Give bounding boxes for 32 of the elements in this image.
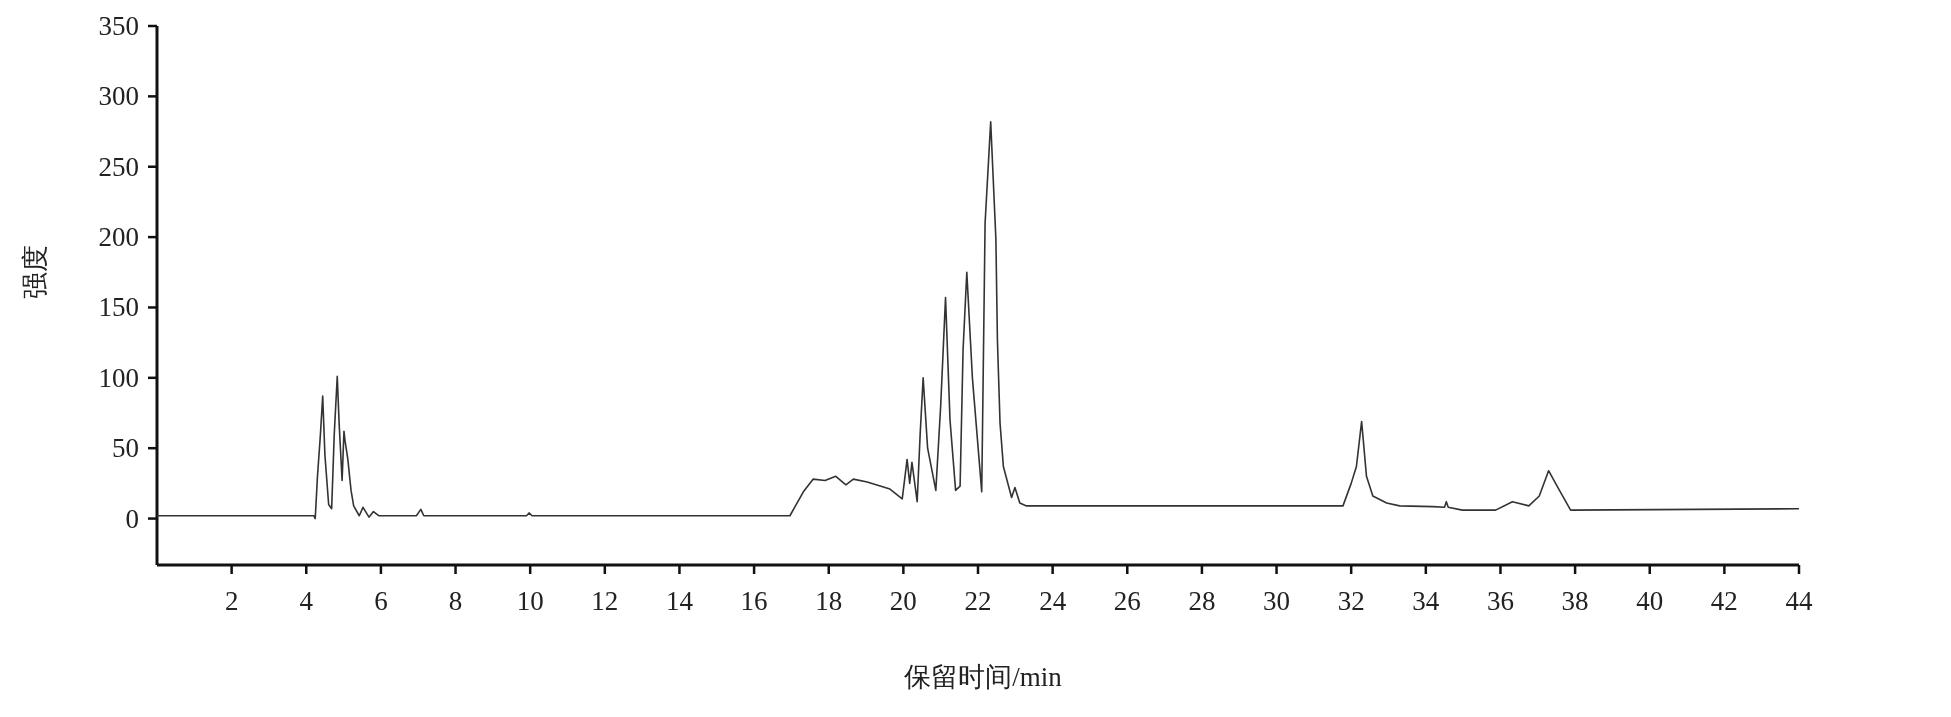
x-tick-label: 14 [665,586,694,616]
y-tick-label: 0 [125,503,139,534]
y-tick-label: 100 [98,362,139,393]
x-tick-label: 8 [448,586,463,616]
x-tick-label: 26 [1113,586,1141,616]
x-tick-label: 40 [1636,586,1664,616]
x-tick-label: 42 [1710,586,1738,616]
x-tick-label: 24 [1039,586,1067,616]
x-tick-label: 20 [889,586,917,616]
x-tick-label: 44 [1785,586,1813,616]
y-tick-label: 300 [98,81,139,112]
x-tick-label: 30 [1263,586,1291,616]
x-tick-label: 38 [1561,586,1589,616]
x-tick-label: 10 [516,586,544,616]
x-tick-label: 4 [299,586,314,616]
y-tick-label: 350 [98,11,139,41]
y-tick-label: 50 [112,433,139,464]
x-tick-label: 22 [964,586,992,616]
y-tick-label: 250 [98,151,139,182]
x-tick-label: 12 [591,586,619,616]
x-tick-label: 6 [374,586,388,616]
x-tick-label: 32 [1337,586,1365,616]
x-tick-label: 36 [1486,586,1514,616]
y-axis-title: 强度 [20,245,50,300]
x-tick-label: 34 [1412,586,1440,616]
y-tick-label: 200 [98,222,139,253]
x-tick-label: 28 [1188,586,1216,616]
x-tick-label: 16 [740,586,768,616]
x-tick-label: 2 [224,586,239,616]
y-tick-label: 150 [98,292,139,323]
x-axis-title: 保留时间/min [904,662,1063,692]
x-tick-label: 18 [815,586,843,616]
